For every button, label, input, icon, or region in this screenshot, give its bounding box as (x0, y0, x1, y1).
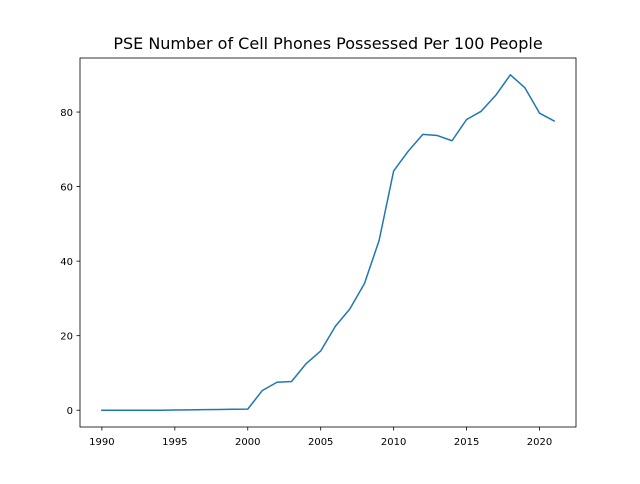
x-tick-label: 2020 (527, 437, 552, 448)
x-tick-label: 2010 (381, 437, 406, 448)
x-tick-label: 1990 (89, 437, 114, 448)
y-tick-label: 60 (60, 183, 73, 194)
plot-frame (79, 57, 577, 428)
series-line-0 (101, 74, 556, 411)
y-tick-label: 80 (60, 108, 73, 119)
y-tick-label: 0 (67, 406, 73, 417)
x-tick-label: 1995 (162, 437, 187, 448)
axes: 1990 1995 2000 2005 2010 2015 2020 0 20 40 60 80 (60, 57, 577, 448)
chart-title: PSE Number of Cell Phones Possessed Per … (113, 34, 542, 53)
y-tick-label: 20 (60, 332, 73, 343)
x-tick-label: 2005 (308, 437, 333, 448)
x-tick-label: 2000 (235, 437, 260, 448)
plot-area (101, 74, 556, 411)
y-tick-label: 40 (60, 257, 73, 268)
x-tick-label: 2015 (454, 437, 479, 448)
